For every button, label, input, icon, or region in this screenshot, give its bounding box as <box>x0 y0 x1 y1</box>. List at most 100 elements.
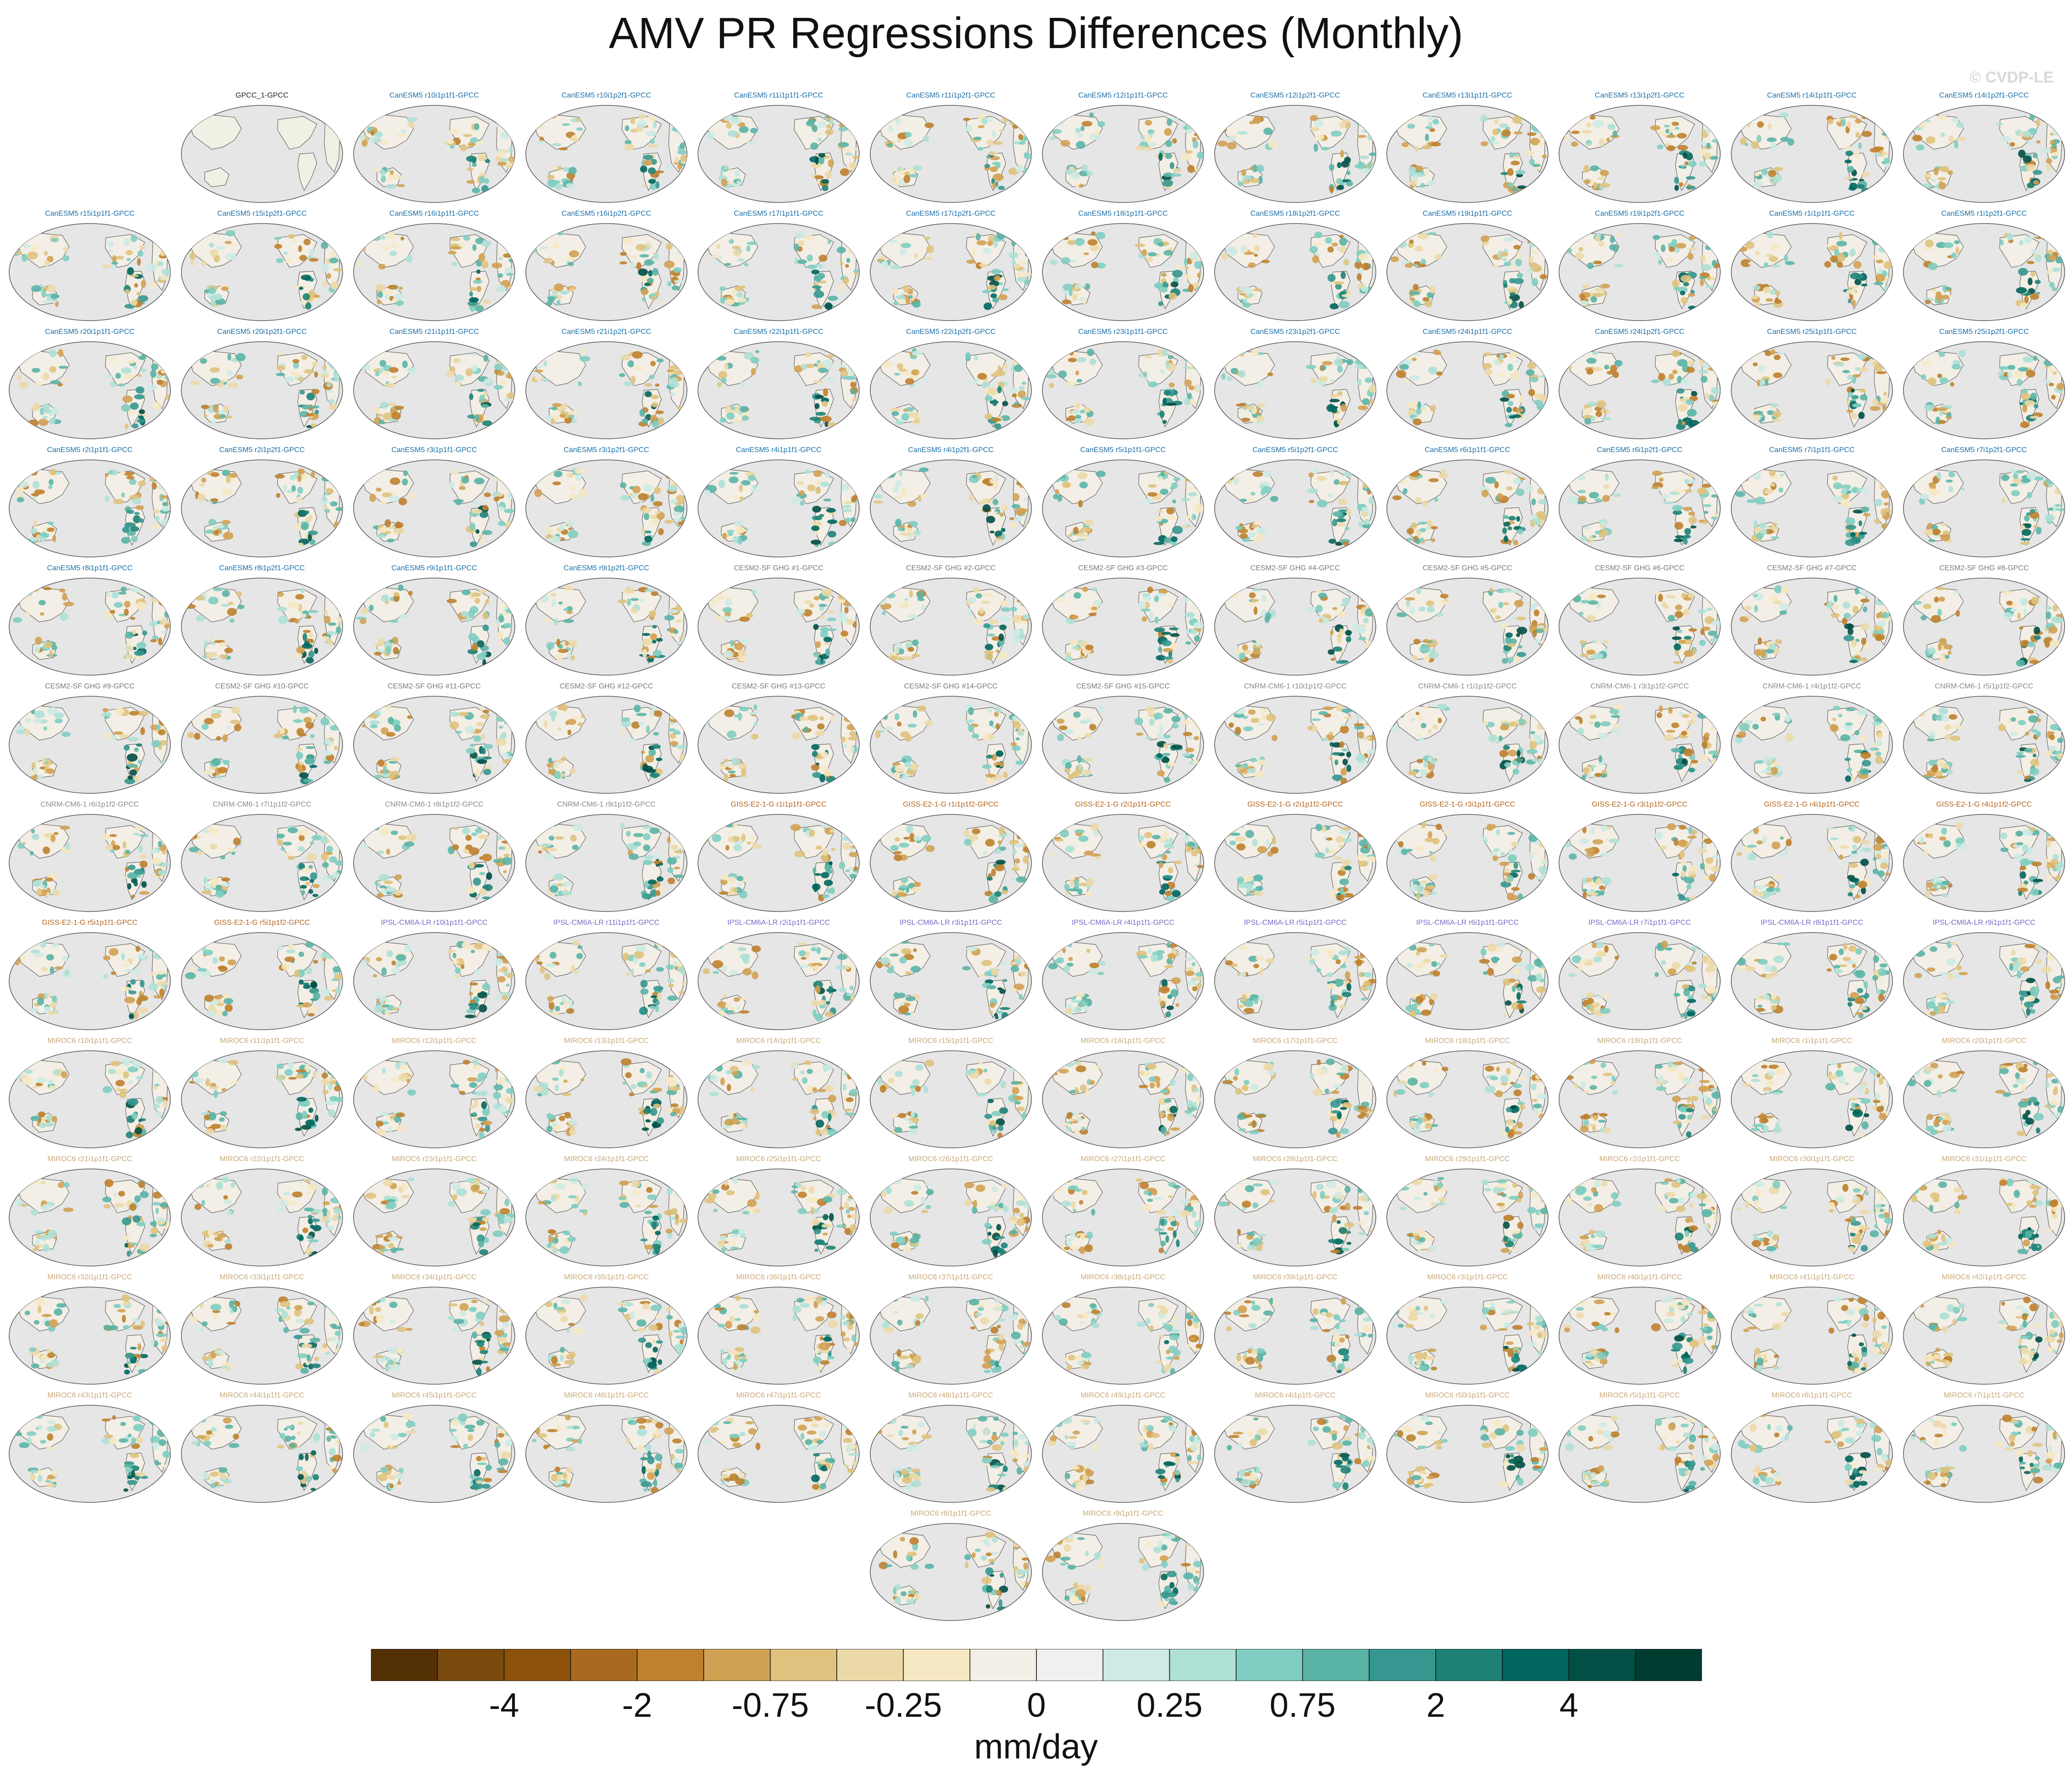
panel-title: CanESM5 r11i1p2f1-GPCC <box>906 92 996 99</box>
map-panel: CNRM-CM6-1 r4i1p1f2-GPCC <box>1729 682 1894 797</box>
global-map <box>1559 1050 1721 1148</box>
global-map <box>1559 1168 1721 1266</box>
panel-title: CNRM-CM6-1 r6i1p1f2-GPCC <box>40 801 139 808</box>
panel-title: CanESM5 r10i1p2f1-GPCC <box>562 92 651 99</box>
global-map <box>1214 1405 1376 1503</box>
panel-title: CESM2-SF GHG #5-GPCC <box>1423 564 1512 572</box>
colorbar-bin <box>969 1649 1037 1681</box>
panel-title: MIROC6 r42i1p1f1-GPCC <box>1941 1273 2027 1281</box>
map-panel: CanESM5 r18i1p2f1-GPCC <box>1213 210 1378 324</box>
global-map <box>1386 1405 1549 1503</box>
map-panel: CanESM5 r14i1p2f1-GPCC <box>1902 92 2067 206</box>
panel-title: CESM2-SF GHG #1-GPCC <box>734 564 823 572</box>
panel-title: CanESM5 r3i1p1f1-GPCC <box>391 446 477 454</box>
global-map <box>1386 223 1549 321</box>
panel-title: CanESM5 r8i1p2f1-GPCC <box>219 564 305 572</box>
global-map <box>1903 814 2065 912</box>
global-map <box>870 1405 1032 1503</box>
global-map <box>1042 223 1204 321</box>
map-panel: MIROC6 r13i1p1f1-GPCC <box>524 1037 689 1152</box>
global-map <box>1559 223 1721 321</box>
map-panel: IPSL-CM6A-LR r3i1p1f1-GPCC <box>868 919 1033 1033</box>
global-map <box>9 1050 171 1148</box>
panel-title: CanESM5 r12i1p2f1-GPCC <box>1250 92 1340 99</box>
panel-title: MIROC6 r24i1p1f1-GPCC <box>564 1155 649 1163</box>
map-panel: CanESM5 r8i1p2f1-GPCC <box>180 564 344 679</box>
map-panel: CanESM5 r17i1p1f1-GPCC <box>696 210 861 324</box>
global-map <box>1214 814 1376 912</box>
global-map <box>1731 459 1893 557</box>
panel-title: CESM2-SF GHG #6-GPCC <box>1595 564 1685 572</box>
map-panel: CanESM5 r9i1p2f1-GPCC <box>524 564 689 679</box>
global-map <box>1731 341 1893 439</box>
panel-title: MIROC6 r5i1p1f1-GPCC <box>1599 1392 1680 1399</box>
map-panel: CanESM5 r5i1p2f1-GPCC <box>1213 446 1378 561</box>
global-map <box>353 223 515 321</box>
colorbar-bin <box>570 1649 638 1681</box>
panel-title: CanESM5 r5i1p2f1-GPCC <box>1252 446 1338 454</box>
colorbar-bin <box>1502 1649 1570 1681</box>
colorbar-bin <box>371 1649 438 1681</box>
colorbar-bin <box>1435 1649 1503 1681</box>
map-panel: MIROC6 r30i1p1f1-GPCC <box>1729 1155 1894 1270</box>
global-map <box>1559 341 1721 439</box>
land-asia <box>1221 1296 1275 1332</box>
map-panel: CanESM5 r4i1p2f1-GPCC <box>868 446 1033 561</box>
land-asia <box>1910 824 1964 859</box>
global-map <box>698 1050 860 1148</box>
map-panel: CanESM5 r3i1p2f1-GPCC <box>524 446 689 561</box>
land-north-america <box>449 825 490 859</box>
map-panel: CanESM5 r15i1p1f1-GPCC <box>7 210 172 324</box>
map-panel: MIROC6 r9i1p1f1-GPCC <box>1041 1510 1205 1624</box>
colorbar-bin <box>503 1649 571 1681</box>
global-map <box>181 223 343 321</box>
panel-title: CNRM-CM6-1 r4i1p1f2-GPCC <box>1762 682 1861 690</box>
map-panel: MIROC6 r42i1p1f1-GPCC <box>1902 1273 2067 1388</box>
panel-title: MIROC6 r9i1p1f1-GPCC <box>1082 1510 1164 1517</box>
global-map <box>353 105 515 203</box>
map-panel: MIROC6 r22i1p1f1-GPCC <box>180 1155 344 1270</box>
panel-title: CanESM5 r18i1p2f1-GPCC <box>1250 210 1340 218</box>
map-panel: MIROC6 r15i1p1f1-GPCC <box>868 1037 1033 1152</box>
land-south-america <box>1675 625 1695 664</box>
global-map <box>1042 696 1204 794</box>
panel-title: CanESM5 r19i1p2f1-GPCC <box>1595 210 1685 218</box>
panel-title: GISS-E2-1-G r3i1p1f2-GPCC <box>1592 801 1688 808</box>
global-map <box>353 578 515 676</box>
global-map <box>1903 578 2065 676</box>
panel-title: MIROC6 r29i1p1f1-GPCC <box>1425 1155 1510 1163</box>
global-map <box>1731 932 1893 1030</box>
map-panel: CanESM5 r10i1p2f1-GPCC <box>524 92 689 206</box>
map-panel: MIROC6 r43i1p1f1-GPCC <box>7 1392 172 1506</box>
global-map <box>1559 696 1721 794</box>
map-panel: MIROC6 r4i1p1f1-GPCC <box>1213 1392 1378 1506</box>
colorbar-bin <box>1635 1649 1702 1681</box>
map-panel: MIROC6 r14i1p1f1-GPCC <box>696 1037 861 1152</box>
panel-title: MIROC6 r32i1p1f1-GPCC <box>47 1273 132 1281</box>
panel-title: CNRM-CM6-1 r1i1p1f2-GPCC <box>1418 682 1517 690</box>
map-panel: IPSL-CM6A-LR r10i1p1f1-GPCC <box>352 919 517 1033</box>
panel-title: CanESM5 r6i1p2f1-GPCC <box>1597 446 1683 454</box>
map-panel: MIROC6 r26i1p1f1-GPCC <box>868 1155 1033 1270</box>
global-map <box>1386 578 1549 676</box>
panel-title: CanESM5 r12i1p1f1-GPCC <box>1078 92 1168 99</box>
land-asia <box>16 1178 70 1213</box>
panel-title: MIROC6 r36i1p1f1-GPCC <box>736 1273 821 1281</box>
map-panel: CanESM5 r24i1p1f1-GPCC <box>1385 328 1550 442</box>
panel-title: GPCC_1-GPCC <box>235 92 289 99</box>
map-panel: MIROC6 r31i1p1f1-GPCC <box>1902 1155 2067 1270</box>
panel-title: GISS-E2-1-G r2i1p1f1-GPCC <box>1075 801 1171 808</box>
panel-title: MIROC6 r2i1p1f1-GPCC <box>1599 1155 1680 1163</box>
land-asia <box>1910 942 1964 977</box>
colorbar-tick-label: 0.25 <box>1136 1686 1203 1724</box>
global-map <box>1042 459 1204 557</box>
global-map <box>698 459 860 557</box>
global-map <box>525 814 687 912</box>
panel-title: MIROC6 r19i1p1f1-GPCC <box>1597 1037 1682 1045</box>
map-panel: IPSL-CM6A-LR r11i1p1f1-GPCC <box>524 919 689 1033</box>
map-panel: MIROC6 r27i1p1f1-GPCC <box>1041 1155 1205 1270</box>
panel-title: MIROC6 r40i1p1f1-GPCC <box>1597 1273 1682 1281</box>
panel-title: MIROC6 r30i1p1f1-GPCC <box>1769 1155 1854 1163</box>
map-panel: MIROC6 r10i1p1f1-GPCC <box>7 1037 172 1152</box>
global-map <box>1214 459 1376 557</box>
